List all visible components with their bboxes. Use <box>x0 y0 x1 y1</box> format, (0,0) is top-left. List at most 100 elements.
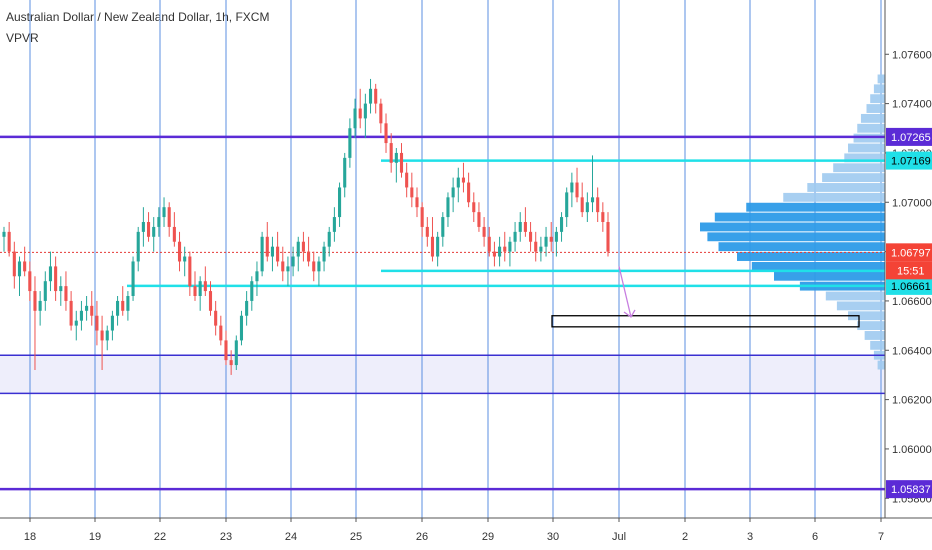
candle-body <box>461 177 466 183</box>
candle-body <box>301 241 305 252</box>
volume-bar <box>746 202 885 212</box>
price-tag-bg <box>886 243 932 262</box>
candle-body <box>219 325 223 341</box>
candle-body <box>265 236 269 257</box>
candle-body <box>338 187 342 218</box>
volume-bar <box>700 222 885 232</box>
candle-body <box>23 261 27 272</box>
candle-body <box>487 236 491 252</box>
candle-body <box>384 123 388 144</box>
candle-body <box>229 360 233 366</box>
price-tag: 1.05837 <box>886 480 932 499</box>
candle-body <box>430 236 435 257</box>
volume-bar <box>860 113 885 123</box>
candle-body <box>157 217 161 227</box>
price-tag-label: 1.05837 <box>891 484 931 496</box>
candle-body <box>141 222 145 232</box>
candle-body <box>467 182 471 203</box>
candle-body <box>69 300 73 326</box>
volume-bar <box>844 153 885 163</box>
candle-body <box>570 182 574 193</box>
candle-body <box>451 187 455 198</box>
candle-body <box>2 231 6 237</box>
volume-bar <box>877 360 885 370</box>
candle-body <box>234 340 238 366</box>
candle-body <box>183 256 187 262</box>
candle-body <box>116 300 120 316</box>
candle-body <box>198 281 202 296</box>
price-tag: 1.06797 <box>886 243 932 262</box>
candle-body <box>348 128 352 158</box>
volume-bar <box>870 340 885 350</box>
time-tick-label: 29 <box>482 531 494 543</box>
candle-body <box>534 241 538 252</box>
candle-body <box>482 226 486 237</box>
candle-body <box>420 207 424 227</box>
candle-body <box>100 330 104 341</box>
time-tick-label: 24 <box>285 531 297 543</box>
candle-body <box>17 261 22 277</box>
candle-body <box>105 330 109 341</box>
price-tag: 1.07265 <box>886 127 932 146</box>
candle-body <box>518 222 522 232</box>
candle-body <box>394 152 398 163</box>
volume-bar <box>707 232 885 242</box>
price-tag-bg <box>886 151 932 170</box>
volume-bar <box>836 301 885 311</box>
candle-body <box>136 231 140 262</box>
indicator-label: VPVR <box>6 31 39 45</box>
price-tag-label: 1.07265 <box>891 132 931 144</box>
price-tag: 1.07169 <box>886 151 932 170</box>
price-tag-bg <box>886 480 932 499</box>
candle-body <box>193 286 197 296</box>
candle-body <box>601 212 605 222</box>
volume-bar <box>714 212 885 222</box>
time-tick-label: 3 <box>747 531 753 543</box>
candle-body <box>162 207 166 218</box>
candle-body <box>172 226 176 242</box>
candle-body <box>585 202 589 213</box>
candle-body <box>606 222 610 252</box>
candle-body <box>446 197 450 218</box>
down-arrow <box>618 266 632 318</box>
candle-body <box>580 197 584 213</box>
candle-body <box>425 226 429 237</box>
candle-body <box>441 217 445 237</box>
candle-body <box>307 251 311 262</box>
volume-bar <box>774 271 885 281</box>
volume-bar <box>870 94 885 104</box>
volume-bar <box>848 143 885 153</box>
candle-body <box>43 281 47 301</box>
candle-body <box>539 246 543 252</box>
price-tick-label: 1.06400 <box>892 345 932 357</box>
candle-body <box>146 222 151 237</box>
candle-body <box>239 315 244 341</box>
candle-body <box>436 236 440 257</box>
candle-body <box>590 197 595 203</box>
price-tag-label: 1.07169 <box>891 156 931 168</box>
candle-body <box>33 291 37 311</box>
candle-body <box>95 315 99 331</box>
candle-body <box>353 108 357 129</box>
price-tick-label: 1.07600 <box>892 49 932 61</box>
time-tick-label: 22 <box>154 531 166 543</box>
candle-body <box>110 315 114 331</box>
candle-body <box>508 241 512 252</box>
candle-body <box>317 261 321 272</box>
countdown-bg <box>886 261 932 280</box>
candle-body <box>472 202 476 213</box>
candle-body <box>177 241 182 262</box>
down-arrow-head <box>623 309 636 318</box>
volume-bar <box>783 192 885 202</box>
candle-body <box>85 305 89 311</box>
candle-body <box>48 266 53 282</box>
candle-body <box>167 207 171 227</box>
candle-body <box>575 182 579 198</box>
time-tick-label: 6 <box>812 531 818 543</box>
candle-body <box>379 103 383 124</box>
volume-bar <box>864 331 885 340</box>
candle-body <box>374 88 378 104</box>
candle-body <box>281 261 285 272</box>
price-tag-bg <box>886 276 932 295</box>
